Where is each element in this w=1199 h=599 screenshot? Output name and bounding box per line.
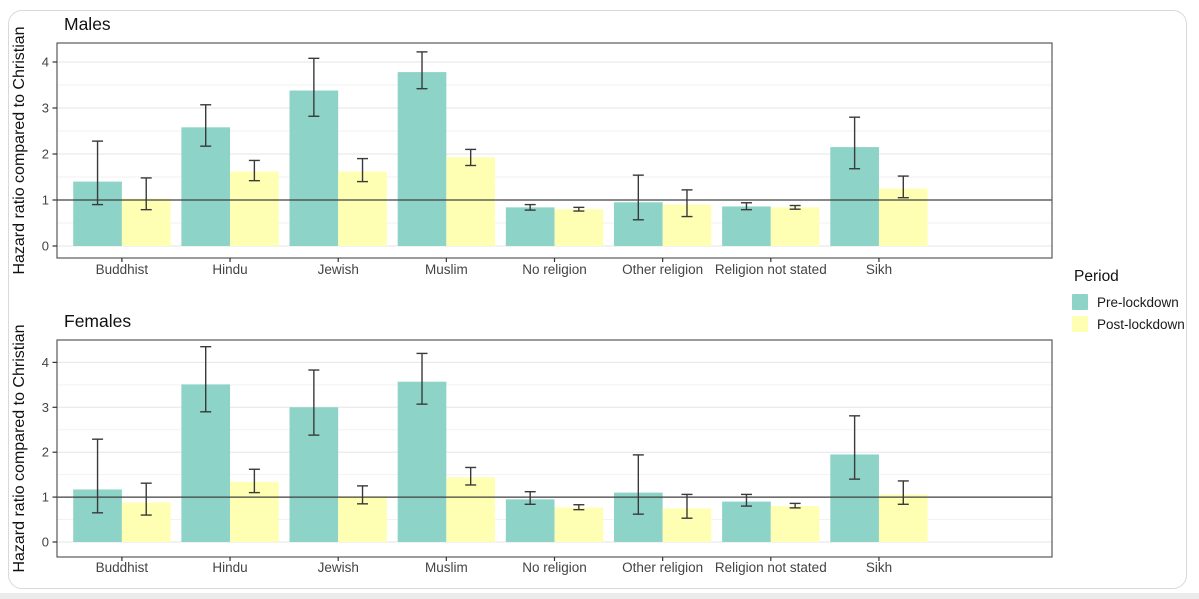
error-bar: [897, 175, 909, 199]
bar-pre-lockdown-no-religion: [505, 207, 555, 246]
legend-item-label: Post-lockdown: [1097, 316, 1185, 332]
bar-post-lockdown-religion-not-stated: [770, 506, 820, 542]
legend-title: Period: [1074, 268, 1119, 285]
legend-swatch-icon: [1072, 294, 1088, 310]
bar-pre-lockdown-no-religion: [505, 499, 555, 542]
bar-pre-lockdown-hindu: [181, 127, 231, 246]
males-panel: 0 1 2 3 4 Buddhist Hindu Jewish Muslim No religio…: [11, 14, 1053, 277]
legend: Period Pre-lockdown Post-lockdown: [1072, 268, 1194, 338]
x-tick-label: Hindu: [212, 560, 247, 575]
error-bar: [416, 51, 428, 90]
legend-swatch-icon: [1072, 316, 1088, 332]
females-panel: 0 1 2 3 4 Buddhist Hindu Jewish Muslim No religio…: [11, 311, 1053, 575]
bar-post-lockdown-muslim: [446, 157, 496, 246]
legend-item-post-lockdown: Post-lockdown: [1072, 316, 1194, 332]
error-bar: [524, 491, 536, 505]
legend-item-label: Pre-lockdown: [1097, 294, 1179, 310]
x-tick-label: Religion not stated: [715, 262, 827, 277]
bar-pre-lockdown-religion-not-stated: [722, 206, 771, 246]
error-bar: [740, 493, 752, 507]
error-bar: [357, 485, 369, 505]
y-axis-label: Hazard ratio compared to Christian: [11, 26, 28, 274]
error-bar: [248, 159, 260, 182]
bar-post-lockdown-no-religion: [554, 209, 604, 246]
error-bar: [740, 202, 752, 211]
x-tick-label: Muslim: [425, 560, 468, 575]
error-bar: [308, 57, 320, 117]
error-bar: [573, 206, 585, 212]
bar-post-lockdown-religion-not-stated: [770, 207, 820, 246]
bar-post-lockdown-no-religion: [554, 507, 604, 542]
error-bar: [248, 468, 260, 494]
panel-title: Females: [64, 311, 131, 331]
x-tick-label: Hindu: [212, 262, 247, 277]
error-bar: [140, 177, 152, 211]
bottom-strip: [0, 593, 1199, 599]
x-tick-label: Jewish: [318, 262, 359, 277]
legend-items: Pre-lockdown Post-lockdown: [1072, 294, 1194, 332]
error-bar: [789, 502, 801, 509]
y-tick-label: 1: [42, 490, 49, 505]
x-tick-label: Sikh: [866, 262, 892, 277]
y-tick-label: 0: [42, 239, 49, 254]
error-bar: [632, 454, 644, 515]
x-tick-label: Other religion: [622, 560, 703, 575]
error-bar: [524, 203, 536, 211]
error-bar: [632, 174, 644, 221]
y-axis-label: Hazard ratio compared to Christian: [11, 324, 28, 572]
error-bar: [897, 480, 909, 505]
y-tick-label: 2: [42, 445, 49, 460]
error-bar: [573, 504, 585, 511]
error-bar: [357, 157, 369, 183]
error-bar: [465, 466, 477, 486]
y-tick-label: 3: [42, 400, 49, 415]
x-tick-label: Buddhist: [96, 262, 149, 277]
bar-post-lockdown-jewish: [338, 171, 387, 246]
bar-post-lockdown-hindu: [230, 171, 279, 246]
y-tick-label: 3: [42, 101, 49, 116]
x-tick-label: Buddhist: [96, 560, 149, 575]
error-bar: [200, 104, 212, 147]
x-tick-label: No religion: [522, 262, 587, 277]
y-tick-label: 0: [42, 535, 49, 550]
error-bar: [849, 415, 861, 480]
bar-post-lockdown-muslim: [446, 477, 496, 542]
error-bar: [681, 189, 693, 218]
y-tick-label: 4: [42, 55, 49, 70]
bar-pre-lockdown-religion-not-stated: [722, 501, 771, 542]
error-bar: [416, 352, 428, 405]
legend-item-pre-lockdown: Pre-lockdown: [1072, 294, 1194, 310]
y-tick-label: 1: [42, 193, 49, 208]
panel-title: Males: [64, 14, 111, 34]
x-tick-label: No religion: [522, 560, 587, 575]
x-tick-label: Muslim: [425, 262, 468, 277]
x-tick-label: Sikh: [866, 560, 892, 575]
error-bar: [92, 140, 104, 206]
error-bar: [465, 148, 477, 167]
x-tick-label: Other religion: [622, 262, 703, 277]
y-tick-label: 4: [42, 355, 49, 370]
error-bar: [308, 369, 320, 436]
error-bar: [849, 116, 861, 170]
x-tick-label: Jewish: [318, 560, 359, 575]
error-bar: [681, 493, 693, 519]
bar-pre-lockdown-muslim: [397, 72, 447, 247]
error-bar: [92, 438, 104, 514]
error-bar: [140, 482, 152, 516]
error-bar: [789, 204, 801, 210]
bar-pre-lockdown-muslim: [397, 381, 447, 542]
y-tick-label: 2: [42, 147, 49, 162]
error-bar: [200, 345, 212, 413]
x-tick-label: Religion not stated: [715, 560, 827, 575]
